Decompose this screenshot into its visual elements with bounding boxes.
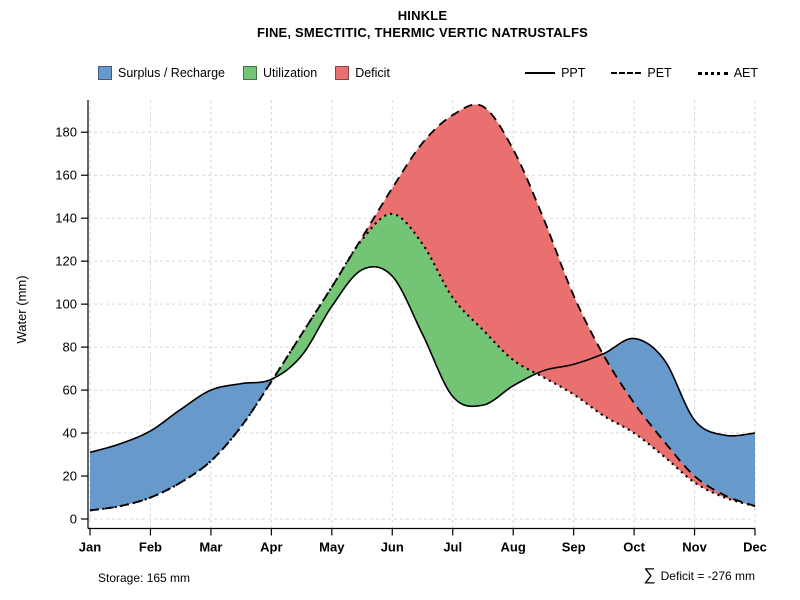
y-tick-label: 180 bbox=[55, 125, 77, 140]
legend-item-series-2: AET bbox=[697, 66, 758, 80]
y-axis-title: Water (mm) bbox=[14, 275, 29, 343]
y-tick-label: 140 bbox=[55, 211, 77, 226]
x-tick-label: Nov bbox=[682, 540, 707, 555]
deficit-summary: ∑ Deficit = -276 mm bbox=[644, 566, 755, 583]
legend-item-series-0: PPT bbox=[525, 66, 585, 80]
legend-swatch-icon bbox=[335, 66, 350, 80]
x-tick-label: Feb bbox=[139, 540, 162, 555]
x-tick-label: Jul bbox=[443, 540, 462, 555]
y-tick-label: 80 bbox=[63, 340, 77, 355]
y-tick-label: 160 bbox=[55, 168, 77, 183]
chart-legend: Surplus / Recharge Utilization Deficit PPT… bbox=[98, 66, 758, 80]
legend-swatch-icon bbox=[243, 66, 258, 80]
legend-item-region-0: Surplus / Recharge bbox=[98, 66, 225, 80]
x-tick-label: Apr bbox=[260, 540, 282, 555]
legend-label: AET bbox=[733, 66, 758, 80]
y-tick-label: 20 bbox=[63, 469, 77, 484]
legend-line-group: PPT PET AET bbox=[525, 66, 758, 80]
legend-item-region-2: Deficit bbox=[335, 66, 390, 80]
ppt-line bbox=[89, 265, 756, 454]
pet-line bbox=[89, 103, 756, 512]
legend-label: Deficit bbox=[355, 66, 390, 80]
region-surplus bbox=[90, 266, 755, 511]
y-tick-label: 0 bbox=[70, 512, 77, 527]
solid-line-sample-icon bbox=[525, 72, 556, 74]
deficit-label: Deficit = -276 mm bbox=[660, 569, 755, 583]
x-tick-label: Sep bbox=[562, 540, 586, 555]
legend-item-series-1: PET bbox=[611, 66, 672, 80]
legend-label: Surplus / Recharge bbox=[118, 66, 226, 80]
axes: Jan Feb Mar Apr May Jun Jul Aug Sep Oct Nov Dec 0 20 4… bbox=[55, 100, 767, 555]
legend-item-region-1: Utilization bbox=[243, 66, 317, 80]
x-tick-label: Aug bbox=[501, 540, 526, 555]
x-tick-label: May bbox=[319, 540, 345, 555]
x-tick-label: Jun bbox=[381, 540, 404, 555]
dashed-line-sample-icon bbox=[611, 72, 642, 74]
chart-title: HINKLE bbox=[397, 8, 448, 23]
legend-region-group: Surplus / Recharge Utilization Deficit bbox=[98, 66, 390, 80]
aet-line bbox=[89, 212, 756, 512]
legend-label: Utilization bbox=[263, 66, 318, 80]
y-tick-label: 40 bbox=[63, 426, 77, 441]
y-tick-label: 120 bbox=[55, 254, 77, 269]
x-tick-label: Oct bbox=[623, 540, 645, 555]
y-tick-label: 100 bbox=[55, 297, 77, 312]
y-tick-label: 60 bbox=[63, 383, 77, 398]
region-deficit bbox=[90, 104, 755, 511]
legend-label: PET bbox=[647, 66, 672, 80]
dotted-line-sample-icon bbox=[697, 71, 728, 75]
chart-subtitle: FINE, SMECTITIC, THERMIC VERTIC NATRUSTA… bbox=[257, 25, 588, 40]
storage-label: Storage: 165 mm bbox=[98, 571, 191, 585]
legend-label: PPT bbox=[561, 66, 586, 80]
sigma-symbol: ∑ bbox=[643, 565, 656, 584]
x-tick-label: Dec bbox=[743, 540, 767, 555]
legend-swatch-icon bbox=[98, 66, 112, 80]
x-tick-label: Mar bbox=[199, 540, 222, 555]
x-tick-label: Jan bbox=[79, 540, 101, 555]
